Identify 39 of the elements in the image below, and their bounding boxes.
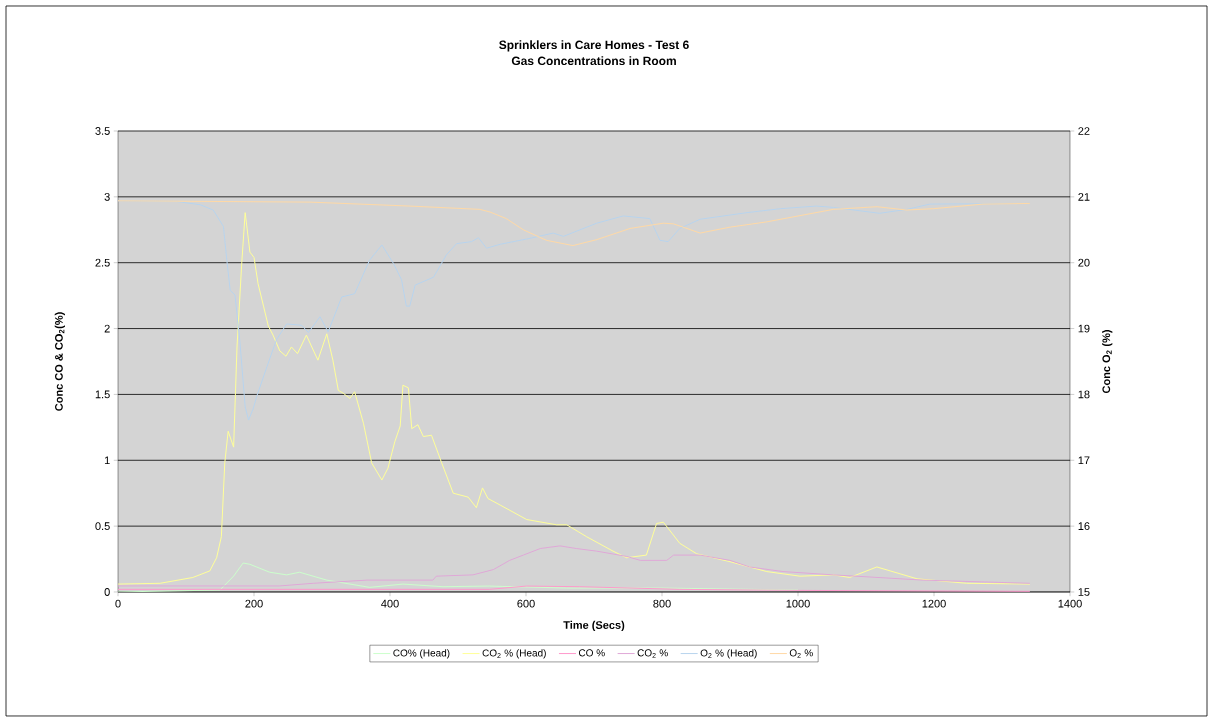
y2-tick-label: 19 bbox=[1078, 324, 1090, 333]
legend-label: O$_{2}$ % bbox=[789, 649, 813, 658]
x-tick-label: 1200 bbox=[922, 599, 946, 608]
y-tick-label: 3.5 bbox=[95, 127, 110, 135]
chart-subtitle: Gas Concentrations in Room bbox=[511, 56, 676, 66]
y2-tick-label: 15 bbox=[1078, 588, 1090, 596]
y-tick-label: 1.5 bbox=[95, 390, 110, 399]
line-series bbox=[118, 212, 1031, 585]
y2-tick-label: 20 bbox=[1078, 258, 1090, 267]
y-axis-title: Conc CO & CO$_{2}$(%) bbox=[54, 312, 65, 411]
x-tick-label: 600 bbox=[517, 599, 535, 608]
line-series bbox=[118, 545, 1031, 587]
legend-label: CO$_{2}$ % bbox=[637, 649, 668, 658]
y-tick-label: 0 bbox=[104, 588, 110, 596]
legend-label: O$_{2}$ % (Head) bbox=[700, 649, 757, 659]
y2-tick-label: 22 bbox=[1078, 127, 1090, 135]
x-tick-label: 400 bbox=[381, 599, 399, 608]
line-series bbox=[118, 562, 799, 592]
chart-title: Sprinklers in Care Homes - Test 6 bbox=[499, 40, 689, 52]
y2-axis-title: Conc O$_{2}$ (%) bbox=[1102, 330, 1113, 394]
x-axis-title: Time (Secs) bbox=[563, 620, 625, 632]
x-tick-label: 1400 bbox=[1058, 599, 1082, 608]
y-tick-label: 2 bbox=[104, 324, 110, 333]
legend-label: CO$_{2}$ % (Head) bbox=[482, 649, 546, 659]
y-tick-label: 1 bbox=[104, 456, 110, 465]
x-tick-label: 800 bbox=[653, 599, 671, 608]
y-tick-label: 2.5 bbox=[95, 258, 110, 267]
y2-tick-label: 17 bbox=[1078, 456, 1090, 465]
y2-tick-label: 18 bbox=[1078, 390, 1090, 399]
y-tick-label: 3 bbox=[104, 192, 110, 201]
x-tick-label: 0 bbox=[115, 599, 121, 608]
line-series bbox=[118, 200, 1031, 247]
x-tick-label: 200 bbox=[245, 599, 263, 608]
y2-tick-label: 16 bbox=[1078, 522, 1090, 531]
legend-label: CO% (Head) bbox=[393, 649, 450, 659]
y-tick-label: 0.5 bbox=[95, 522, 110, 531]
legend-label: CO % bbox=[578, 649, 605, 657]
y2-tick-label: 21 bbox=[1078, 193, 1090, 201]
x-tick-label: 1000 bbox=[786, 599, 810, 608]
